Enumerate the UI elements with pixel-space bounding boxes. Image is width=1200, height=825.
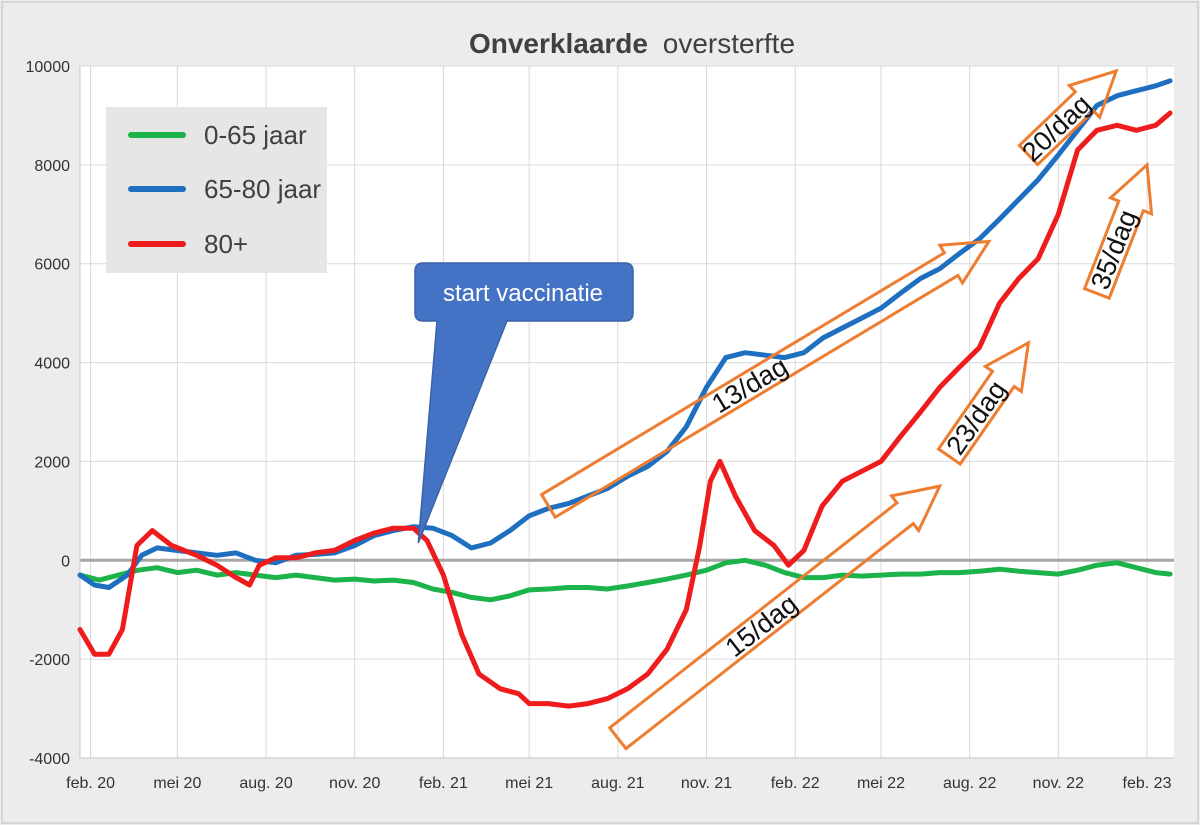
annotation-arrow: [1082, 161, 1154, 301]
y-tick-label: 8000: [34, 158, 70, 175]
y-tick-label: 6000: [34, 257, 70, 274]
x-tick-label: mei 22: [857, 775, 905, 792]
series-line-80: [77, 110, 1173, 709]
x-tick-label: feb. 23: [1123, 775, 1172, 792]
y-tick-label: -4000: [29, 751, 70, 768]
x-tick-label: nov. 21: [681, 775, 732, 792]
series-line-0-65-jaar: [77, 557, 1173, 603]
title-background: [452, 20, 812, 64]
x-tick-label: feb. 22: [771, 775, 820, 792]
y-axis: -4000 -2000 0 2000 4000 6000 8000 10000: [26, 59, 71, 768]
legend: 0-65 jaar 65-80 jaar 80+: [106, 107, 327, 273]
y-tick-label: 2000: [34, 454, 70, 471]
x-tick-label: aug. 22: [943, 775, 996, 792]
annotation-arrow: [539, 239, 992, 520]
x-tick-label: aug. 21: [591, 775, 644, 792]
x-tick-label: nov. 20: [329, 775, 380, 792]
annotation-arrow: [607, 484, 943, 751]
x-tick-label: aug. 20: [239, 775, 292, 792]
chart-title-rest: oversterfte: [663, 28, 795, 59]
x-tick-label: feb. 21: [419, 775, 468, 792]
y-tick-label: -2000: [29, 652, 70, 669]
chart-title: Onverklaarde oversterfte: [469, 28, 795, 59]
x-tick-label: nov. 22: [1033, 775, 1084, 792]
x-tick-label: mei 21: [505, 775, 553, 792]
series-line-65-80-jaar: [77, 78, 1173, 590]
legend-label-65-80: 65-80 jaar: [204, 174, 321, 204]
y-tick-label: 4000: [34, 356, 70, 373]
legend-label-80plus: 80+: [204, 229, 248, 259]
legend-label-0-65: 0-65 jaar: [204, 120, 307, 150]
chart-title-bold: Onverklaarde: [469, 28, 648, 59]
callout-bubble: [414, 262, 634, 544]
annotation-arrow: [1017, 68, 1119, 167]
x-axis: feb. 20 mei 20 aug. 20 nov. 20 feb. 21 mei 21…: [66, 775, 1171, 792]
vaccination-callout: start vaccinatie: [414, 262, 634, 544]
y-tick-label: 0: [61, 553, 70, 570]
x-tick-label: feb. 20: [66, 775, 115, 792]
y-tick-label: 10000: [26, 59, 71, 76]
x-tick-label: mei 20: [153, 775, 201, 792]
annotation-arrow: [936, 340, 1031, 467]
callout-text: start vaccinatie: [443, 280, 603, 307]
series-lines: [77, 78, 1173, 709]
